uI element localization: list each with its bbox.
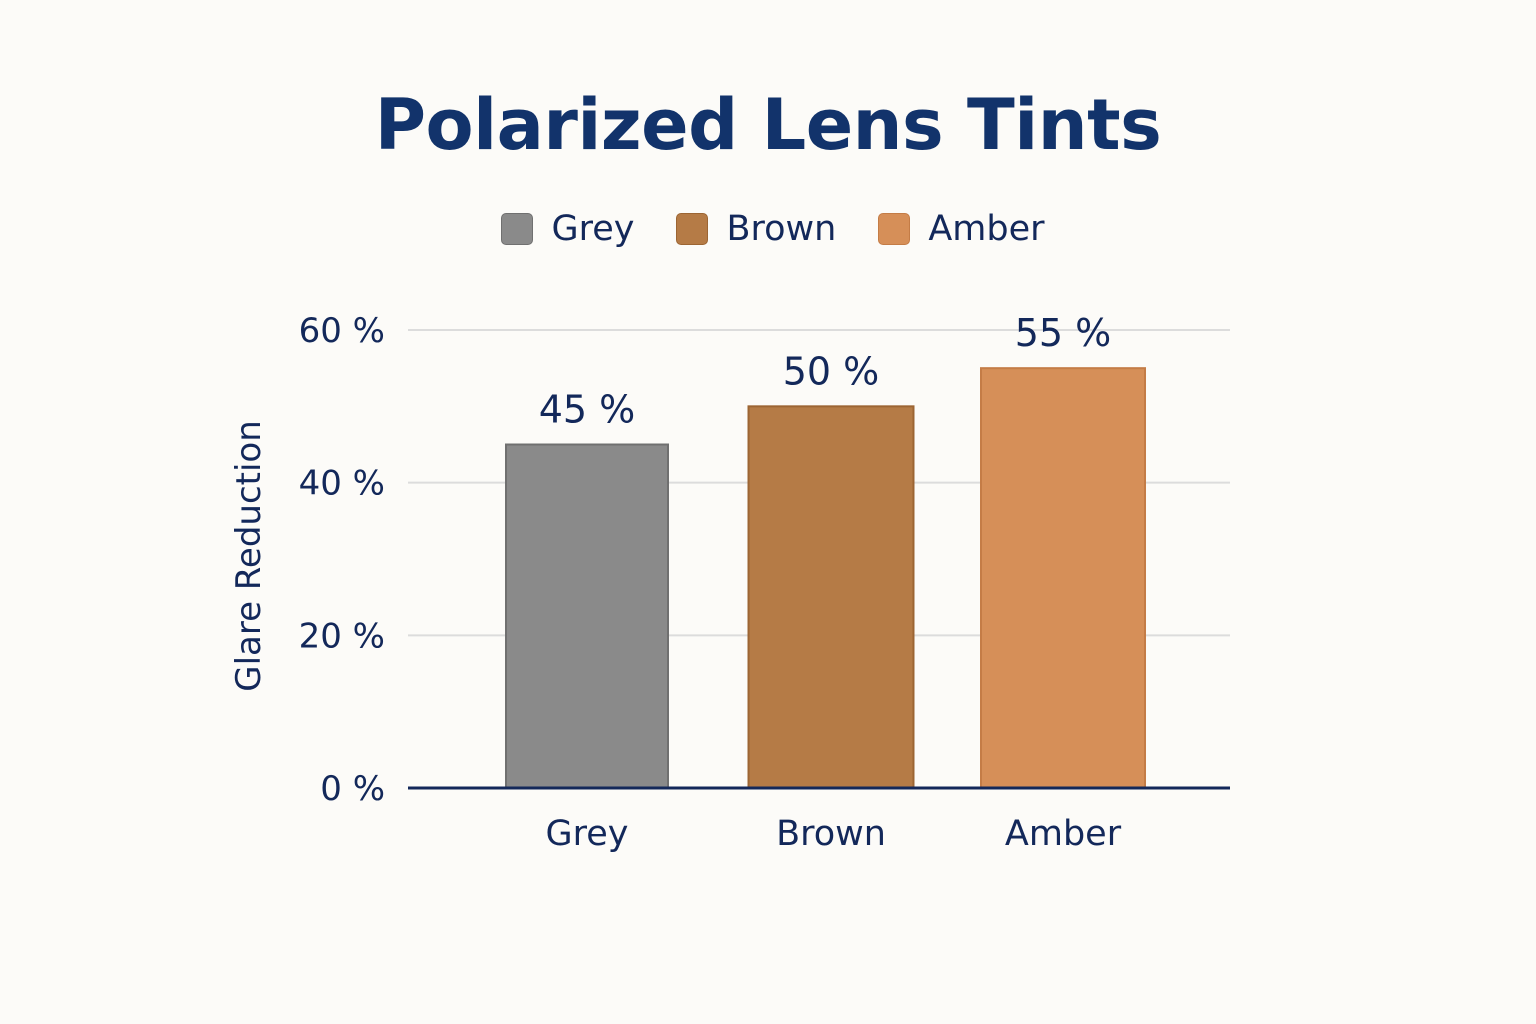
legend-swatch-grey — [501, 213, 534, 245]
x-tick-labels: Grey Brown Amber — [546, 814, 1122, 854]
y-tick-label: 20 % — [299, 616, 385, 656]
bar-brown — [747, 405, 915, 789]
y-tick-label: 40 % — [299, 464, 385, 504]
bar-value-label: 55 % — [1015, 311, 1112, 355]
legend-label-brown: Brown — [726, 209, 837, 249]
bar-grey — [505, 443, 669, 789]
x-tick-label: Brown — [776, 814, 886, 854]
legend-label-grey: Grey — [551, 209, 635, 249]
legend-item-grey: Grey — [501, 209, 634, 249]
bar-amber — [980, 367, 1146, 789]
y-tick-label: 60 % — [299, 311, 385, 351]
bar-value-label: 45 % — [539, 388, 636, 432]
bar-value-labels: 45 % 50 % 55 % — [539, 311, 1112, 431]
legend-item-amber: Amber — [878, 209, 1045, 249]
y-tick-labels: 0 % 20 % 40 % 60 % — [299, 311, 385, 809]
legend-item-brown: Brown — [676, 209, 836, 249]
y-tick-label: 0 % — [320, 769, 385, 809]
bars — [505, 367, 1146, 789]
legend-swatch-brown — [676, 213, 709, 245]
bar-value-label: 50 % — [783, 349, 880, 393]
chart-title: Polarized Lens Tints — [374, 84, 1162, 166]
legend-swatch-amber — [878, 213, 911, 245]
legend: Grey Brown Amber — [0, 206, 1536, 252]
x-tick-label: Grey — [546, 814, 629, 854]
legend-label-amber: Amber — [928, 209, 1045, 249]
x-tick-label: Amber — [1005, 814, 1122, 854]
